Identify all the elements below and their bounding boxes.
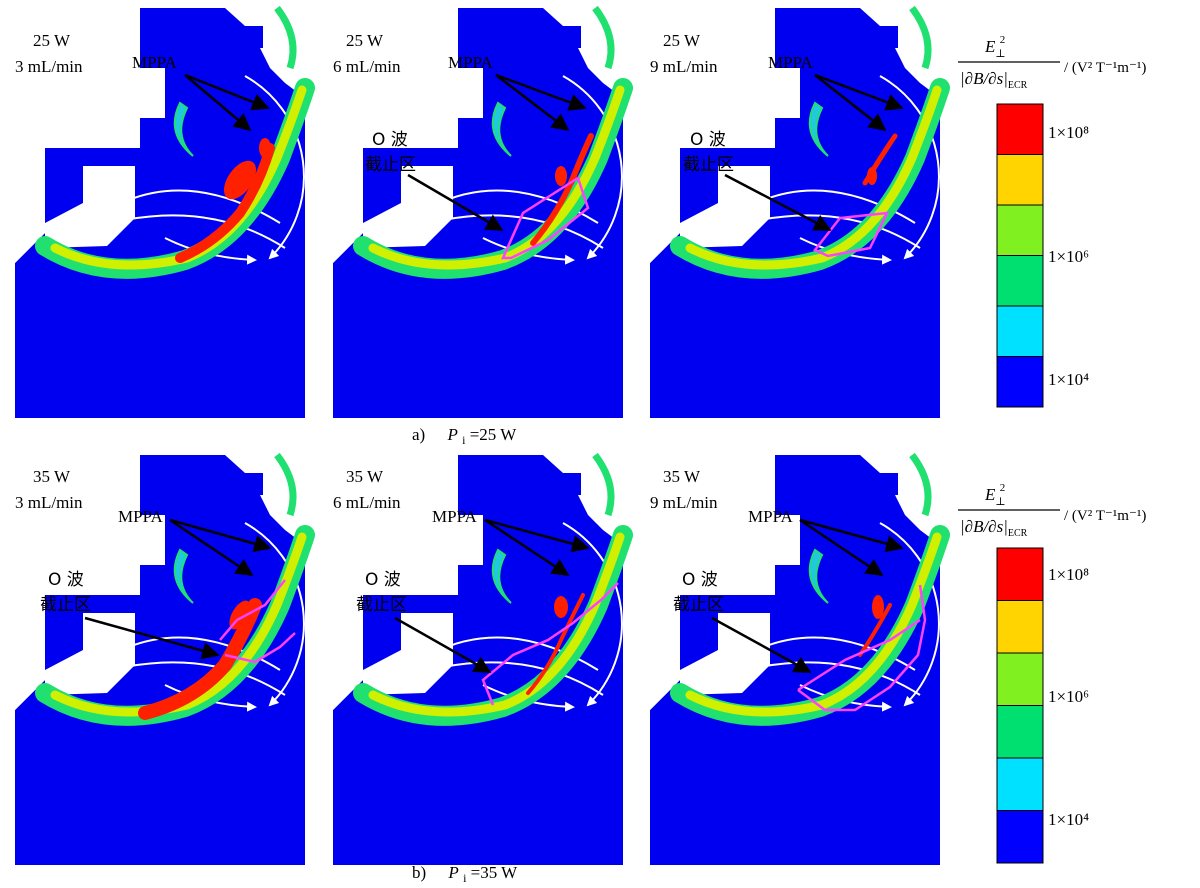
svg-text:/ (V² T⁻¹m⁻¹): / (V² T⁻¹m⁻¹) [1064,60,1146,76]
panel-b3-power: 35 W [663,467,701,486]
colorbar-a-title: E⊥2 |∂B/∂s|ECR / (V² T⁻¹m⁻¹) [958,34,1146,91]
svg-text:|∂B/∂s|ECR: |∂B/∂s|ECR [960,517,1028,539]
colorbar-a-bar [996,103,1044,408]
colorbar-b-title: E⊥2 |∂B/∂s|ECR / (V² T⁻¹m⁻¹) [958,482,1146,539]
svg-text:b) P i =35 W: b) P i =35 W [412,863,518,886]
panel-a1-flow: 3 mL/min [15,57,83,76]
panel-a2-cutoff-line1: O 波 [372,130,408,150]
panel-a3-cutoff-line1: O 波 [690,130,726,150]
colorbar-b: E⊥2 |∂B/∂s|ECR / (V² T⁻¹m⁻¹) 1×10⁸ 1×10⁶… [958,482,1146,864]
panel-b3-cutoff-line1: O 波 [682,570,718,590]
panel-b1-cutoff-line2: 截止区 [40,595,91,615]
panel-b2 [333,455,623,865]
panel-a2-flow: 6 mL/min [333,57,401,76]
panel-b1-power: 35 W [33,467,71,486]
caption-b-var: P [447,863,458,882]
panel-b1-cutoff-line1: O 波 [48,570,84,590]
svg-text:E⊥2: E⊥2 [984,34,1006,60]
svg-text:E⊥2: E⊥2 [984,482,1006,508]
colorbar-segment [996,154,1044,206]
caption-a: a) P i =25 W [412,425,517,448]
colorbar-segment [996,600,1044,654]
caption-a-sub: i [462,433,466,447]
svg-text:/ (V² T⁻¹m⁻¹): / (V² T⁻¹m⁻¹) [1064,508,1146,524]
panel-a1-power: 25 W [33,31,71,50]
panel-b1 [15,455,305,865]
panel-a2-cutoff-line2: 截止区 [365,155,416,175]
panel-a3-power: 25 W [663,31,701,50]
caption-a-label: a) [412,425,425,444]
colorbar-b-bar [996,547,1044,864]
panel-b2-power: 35 W [346,467,384,486]
panel-b1-mppa: MPPA [118,507,163,526]
panel-b3 [650,455,940,865]
colorbar-segment [996,356,1044,408]
panel-a1-mppa: MPPA [132,53,177,72]
panel-b2-mppa: MPPA [432,507,477,526]
panel-b2-flow: 6 mL/min [333,493,401,512]
colorbar-segment [996,757,1044,811]
panel-a3-mppa: MPPA [768,53,813,72]
panel-a1 [15,8,305,418]
caption-b-label: b) [412,863,426,882]
panel-a2 [333,8,623,418]
panel-a3-flow: 9 mL/min [650,57,718,76]
panel-b1-flow: 3 mL/min [15,493,83,512]
caption-b-value: =35 W [471,863,519,882]
colorbar-segment [996,305,1044,357]
panel-b3-cutoff-line2: 截止区 [673,595,724,615]
colorbar-segment [996,810,1044,864]
panel-a2-power: 25 W [346,31,384,50]
caption-a-var: P [446,425,457,444]
colorbar-a-tick-1e6: 1×10⁶ [1048,247,1089,266]
caption-b: b) P i =35 W [412,863,518,886]
colorbar-segment [996,204,1044,256]
colorbar-b-tick-1e6: 1×10⁶ [1048,687,1089,706]
colorbar-a-tick-1e8: 1×10⁸ [1048,123,1089,142]
caption-b-sub: i [463,871,467,885]
panel-b3-mppa: MPPA [748,507,793,526]
colorbar-b-tick-1e8: 1×10⁸ [1048,565,1089,584]
colorbar-b-tick-1e4: 1×10⁴ [1048,810,1089,829]
panel-b2-cutoff-line2: 截止区 [356,595,407,615]
panel-a3 [650,8,940,418]
svg-text:a) P i =25 W: a) P i =25 W [412,425,517,448]
colorbar-segment [996,547,1044,601]
panel-a2-mppa: MPPA [448,53,493,72]
colorbar-segment [996,255,1044,307]
colorbar-a: E⊥2 |∂B/∂s|ECR / (V² T⁻¹m⁻¹) 1×10⁸ 1×10⁶… [958,34,1146,408]
panel-b2-cutoff-line1: O 波 [365,570,401,590]
colorbar-segment [996,705,1044,759]
colorbar-segment [996,652,1044,706]
panel-b3-flow: 9 mL/min [650,493,718,512]
panel-a3-cutoff-line2: 截止区 [683,155,734,175]
svg-text:|∂B/∂s|ECR: |∂B/∂s|ECR [960,69,1028,91]
annotation-arrows [84,73,904,674]
caption-a-value: =25 W [470,425,518,444]
colorbar-segment [996,103,1044,155]
colorbar-a-tick-1e4: 1×10⁴ [1048,370,1089,389]
